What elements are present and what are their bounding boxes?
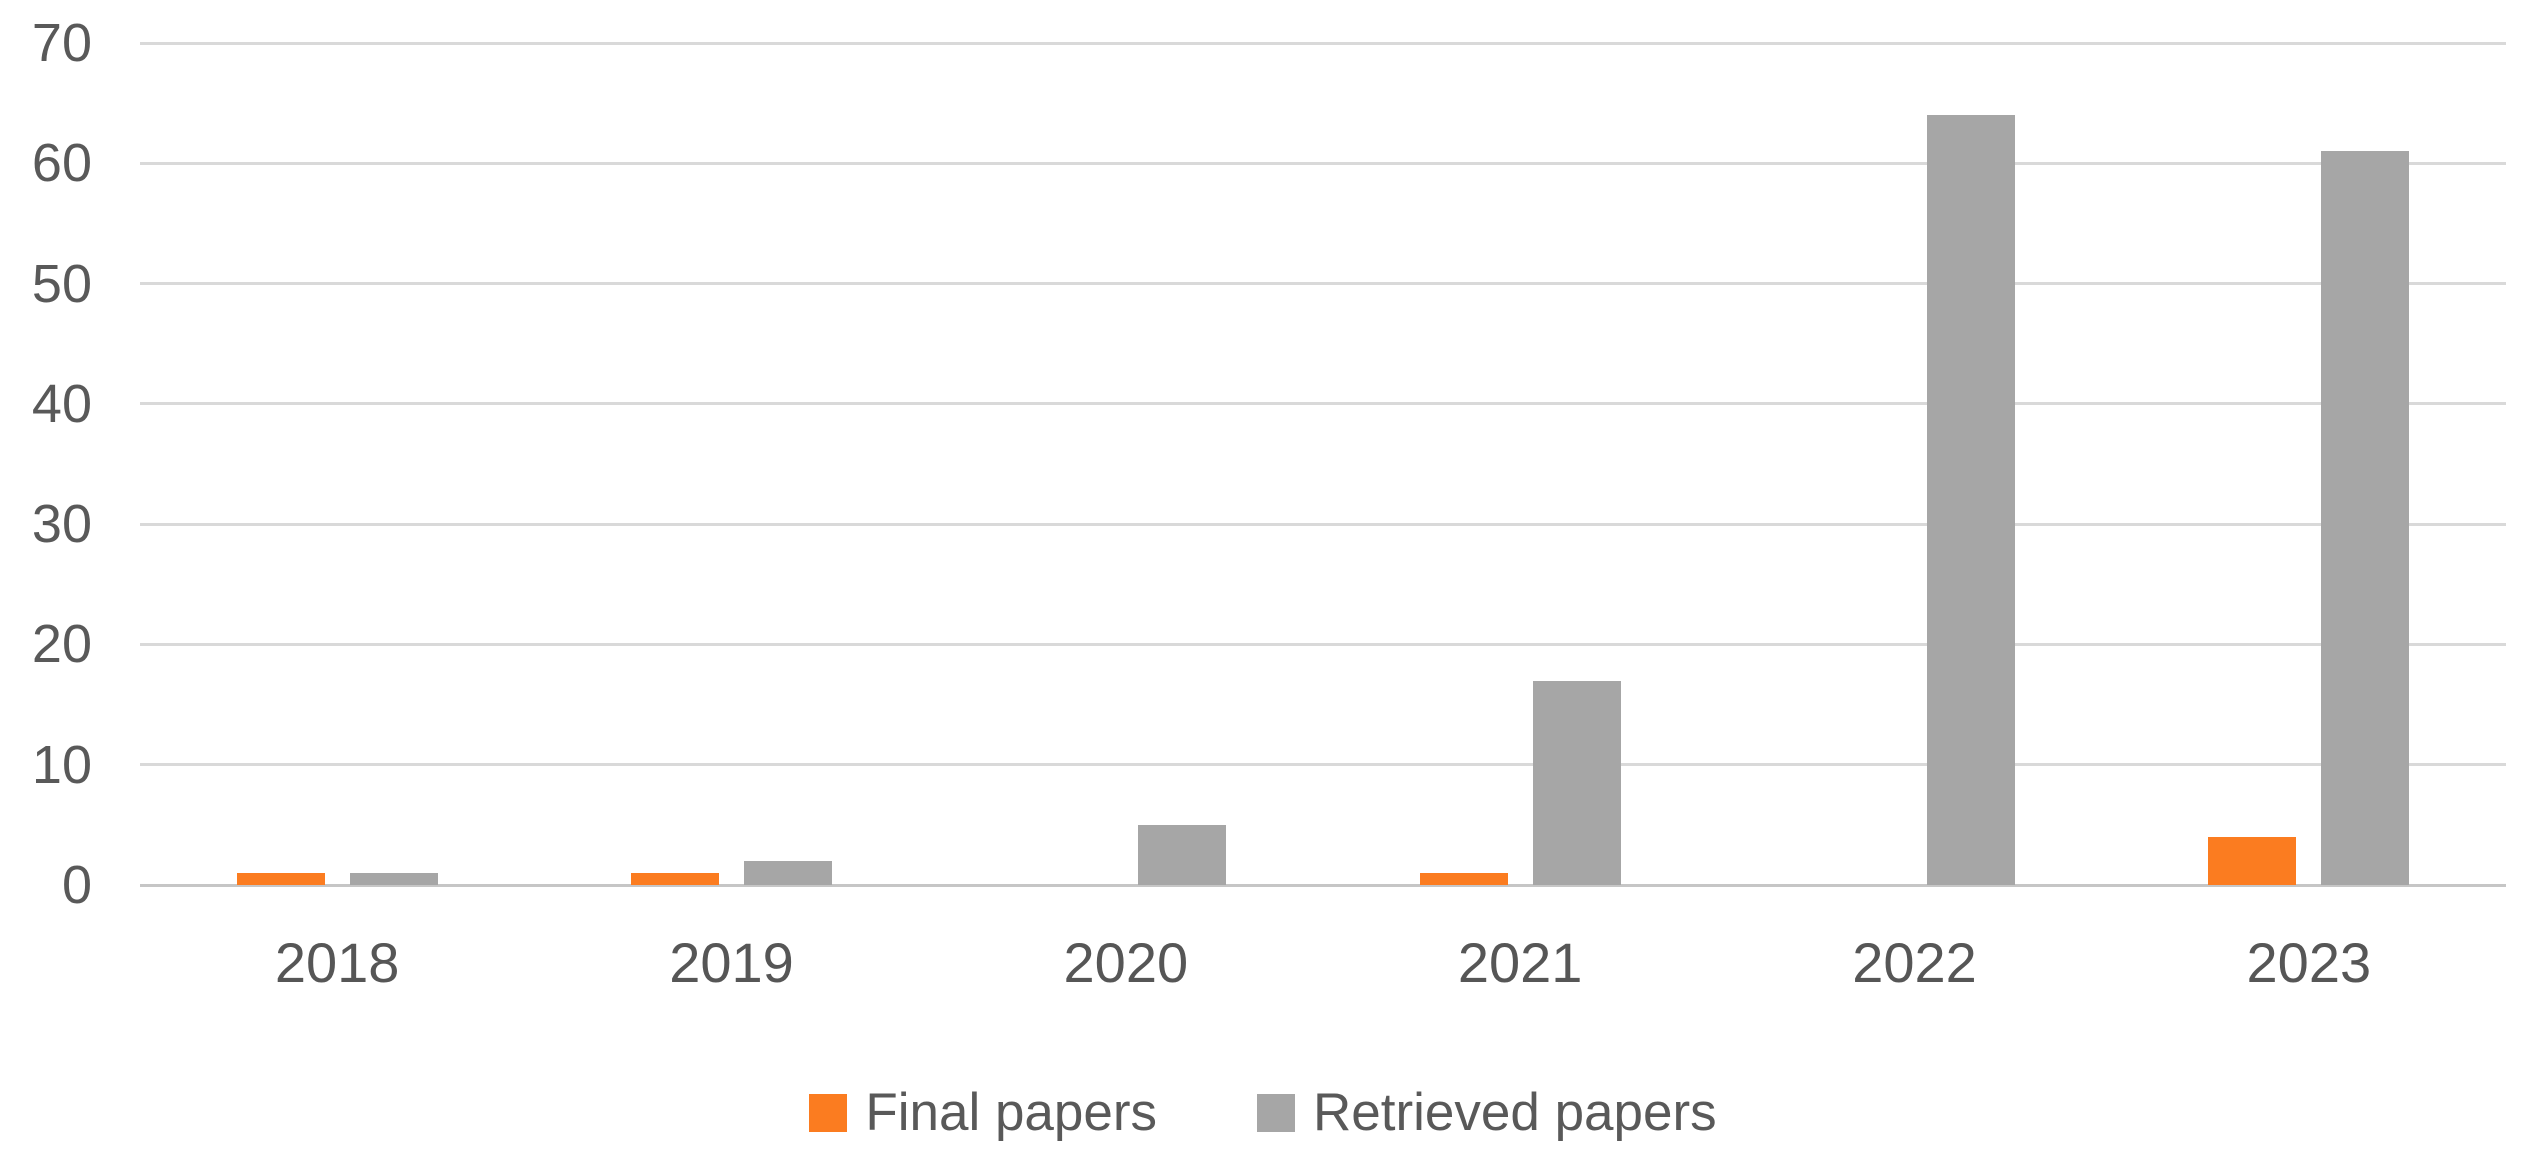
x-axis-label-2019: 2019 <box>669 931 794 994</box>
bar-final-papers-2019 <box>631 873 719 885</box>
legend-item-final-papers: Final papers <box>809 1082 1157 1143</box>
y-axis-tick-label-50: 50 <box>31 253 92 314</box>
x-axis-label-2022: 2022 <box>1852 931 1977 994</box>
bar-retrieved-papers-2018 <box>350 873 438 885</box>
legend-item-retrieved-papers: Retrieved papers <box>1257 1082 1717 1143</box>
x-axis-baseline <box>140 883 2506 887</box>
bar-retrieved-papers-2019 <box>744 861 832 885</box>
gridline-y-20 <box>140 642 2506 646</box>
gridline-y-30 <box>140 522 2506 526</box>
y-axis-tick-label-30: 30 <box>31 494 92 555</box>
chart-legend: Final papers Retrieved papers <box>0 1082 2526 1143</box>
y-axis-tick-label-40: 40 <box>31 373 92 434</box>
gridline-y-50 <box>140 282 2506 286</box>
y-axis-tick-label-60: 60 <box>31 133 92 194</box>
gridline-y-40 <box>140 402 2506 406</box>
legend-swatch-final-papers <box>809 1093 848 1132</box>
legend-label-final-papers: Final papers <box>865 1083 1158 1142</box>
legend-swatch-retrieved-papers <box>1257 1093 1296 1132</box>
bar-retrieved-papers-2021 <box>1533 681 1621 885</box>
bar-final-papers-2023 <box>2208 837 2296 885</box>
legend-label-retrieved-papers: Retrieved papers <box>1313 1083 1717 1142</box>
y-axis-tick-label-0: 0 <box>61 855 92 915</box>
gridline-y-60 <box>140 161 2506 165</box>
gridline-y-70 <box>140 41 2506 45</box>
x-axis-label-2018: 2018 <box>274 931 400 994</box>
y-axis-tick-label-10: 10 <box>31 734 92 795</box>
bar-final-papers-2021 <box>1420 873 1508 885</box>
y-axis-tick-label-70: 70 <box>31 13 92 73</box>
bar-retrieved-papers-2022 <box>1927 115 2015 885</box>
bar-final-papers-2018 <box>237 873 325 885</box>
gridline-y-10 <box>140 763 2506 767</box>
bar-retrieved-papers-2020 <box>1138 825 1226 885</box>
y-axis-tick-label-20: 20 <box>31 614 92 675</box>
x-axis-label-2021: 2021 <box>1457 931 1583 994</box>
bar-retrieved-papers-2023 <box>2321 151 2409 885</box>
x-axis-label-2020: 2020 <box>1063 931 1189 994</box>
x-axis-label-2023: 2023 <box>2246 931 2372 994</box>
